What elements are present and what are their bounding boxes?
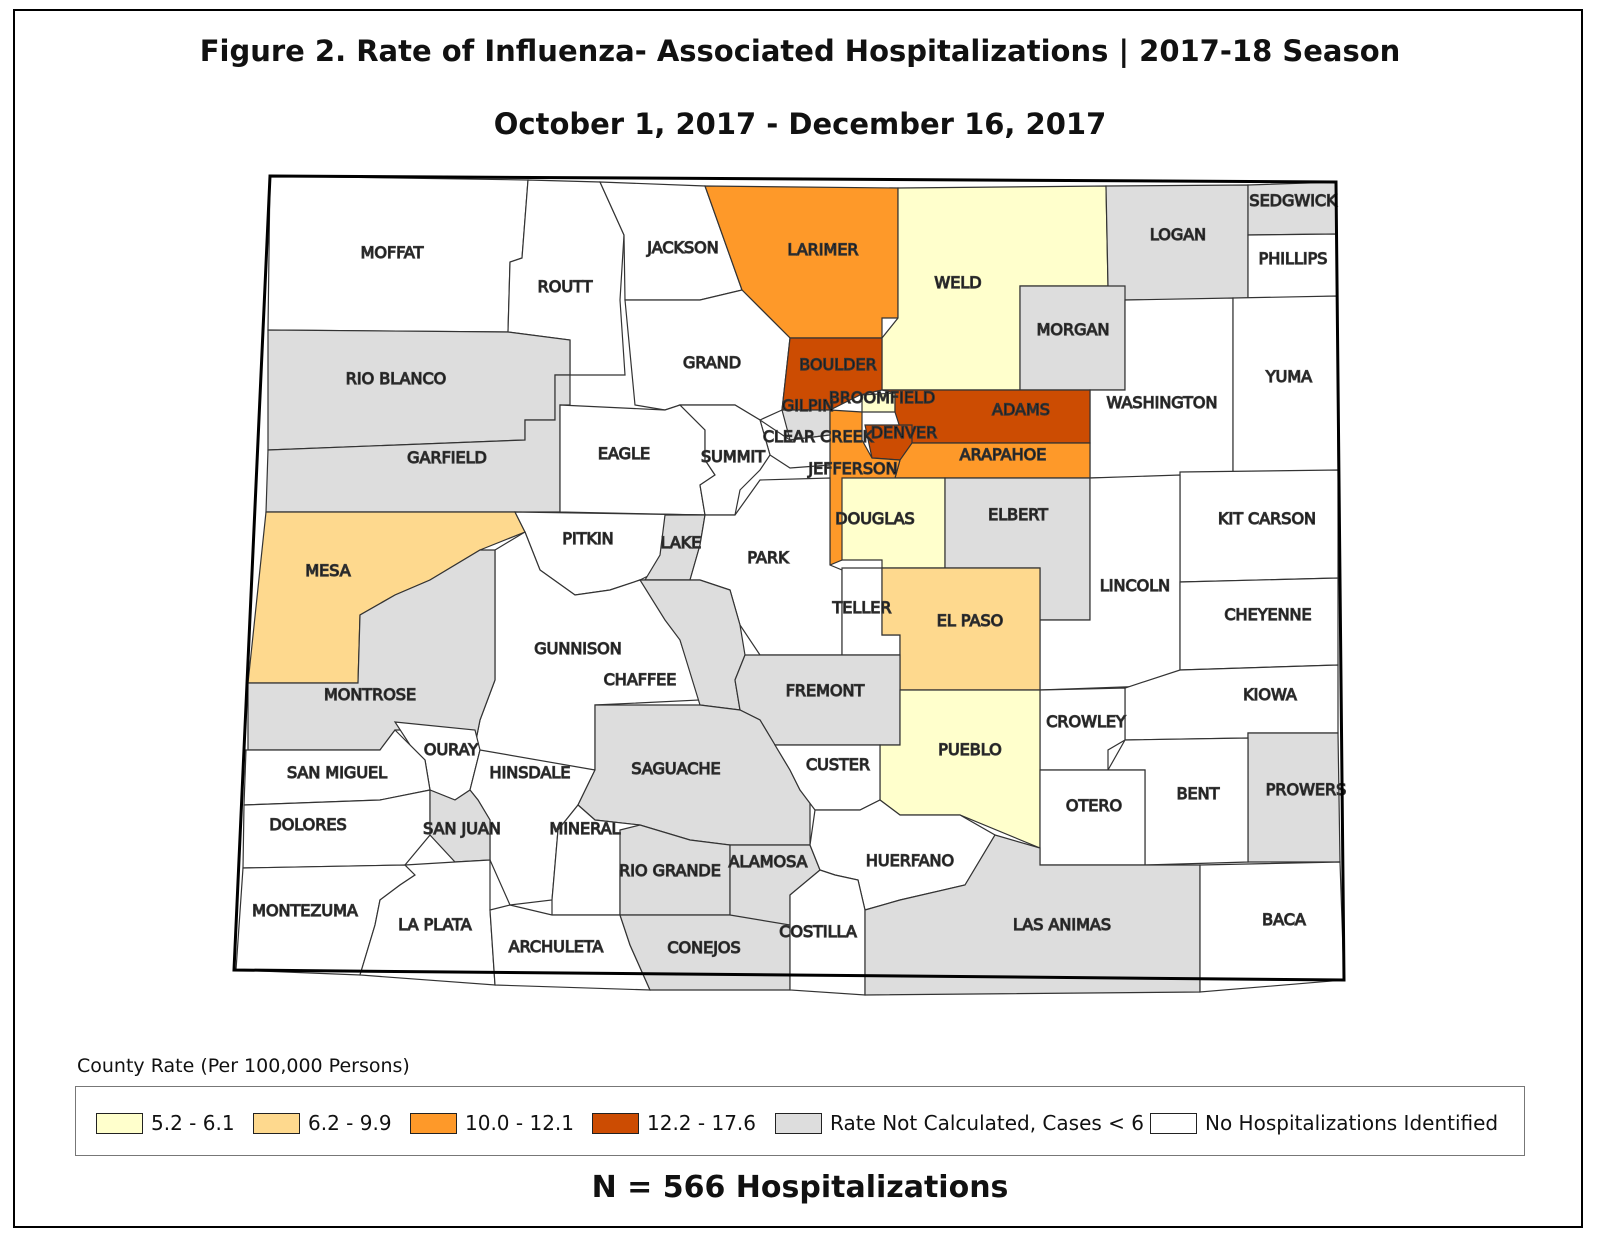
county-label-logan: LOGAN [1150, 225, 1206, 244]
county-otero [1039, 769, 1146, 866]
county-label-custer: CUSTER [806, 755, 870, 774]
county-label-park: PARK [747, 548, 789, 567]
county-label-hinsdale: HINSDALE [490, 763, 571, 782]
county-label-moffat: MOFFAT [361, 243, 424, 262]
county-la-plata [359, 859, 496, 986]
county-las-animas [864, 834, 1201, 996]
county-label-rio-blanco: RIO BLANCO [346, 369, 446, 388]
county-label-eagle: EAGLE [598, 444, 650, 463]
county-label-grand: GRAND [683, 353, 741, 372]
county-san-juan [429, 789, 491, 863]
county-label-pueblo: PUEBLO [938, 740, 1001, 759]
county-label-montezuma: MONTEZUMA [252, 901, 358, 920]
legend-label: Rate Not Calculated, Cases < 6 [830, 1111, 1144, 1135]
county-label-boulder: BOULDER [799, 355, 876, 374]
county-label-conejos: CONEJOS [667, 938, 740, 957]
county-label-teller: TELLER [832, 598, 892, 617]
county-label-clear-creek: CLEAR CREEK [763, 427, 874, 446]
county-label-baca: BACA [1262, 910, 1306, 929]
county-shape-las-animas [864, 834, 1201, 996]
county-label-rio-grande: RIO GRANDE [619, 861, 721, 880]
county-shape-la-plata [359, 859, 496, 986]
county-label-sedgwick: SEDGWICK [1249, 191, 1337, 210]
legend-item-6-2-9-9: 6.2 - 9.9 [253, 1110, 392, 1136]
county-label-san-juan: SAN JUAN [423, 819, 501, 838]
county-label-otero: OTERO [1066, 796, 1122, 815]
figure-subtitle: October 1, 2017 - December 16, 2017 [493, 107, 1107, 141]
county-label-pitkin: PITKIN [562, 529, 613, 548]
figure-frame [13, 9, 1583, 1228]
county-label-saguache: SAGUACHE [631, 759, 720, 778]
legend-swatch [253, 1112, 300, 1134]
county-label-mesa: MESA [305, 561, 350, 580]
county-label-phillips: PHILLIPS [1259, 249, 1328, 268]
county-label-kiowa: KIOWA [1243, 685, 1297, 704]
legend-item-rate-not-calculated: Rate Not Calculated, Cases < 6 [775, 1110, 1144, 1136]
county-shape-otero [1039, 769, 1146, 866]
county-label-routt: ROUTT [538, 277, 593, 296]
county-label-jackson: JACKSON [646, 238, 718, 257]
county-label-el-paso: EL PASO [937, 611, 1003, 630]
legend-label: No Hospitalizations Identified [1205, 1111, 1499, 1135]
county-cheyenne [1179, 577, 1339, 671]
county-shape-san-juan [429, 789, 491, 863]
county-label-larimer: LARIMER [787, 240, 858, 259]
legend-swatch [592, 1112, 639, 1134]
legend-label: 12.2 - 17.6 [647, 1111, 756, 1135]
county-label-weld: WELD [934, 273, 981, 292]
county-label-las-animas: LAS ANIMAS [1013, 915, 1111, 934]
legend-label: 5.2 - 6.1 [151, 1111, 235, 1135]
county-label-dolores: DOLORES [269, 815, 346, 834]
legend-item-no-hospitalizations: No Hospitalizations Identified [1150, 1110, 1498, 1136]
county-label-lincoln: LINCOLN [1100, 576, 1170, 595]
legend-swatch [410, 1112, 457, 1134]
county-label-elbert: ELBERT [988, 505, 1048, 524]
county-label-arapahoe: ARAPAHOE [960, 445, 1047, 464]
county-label-adams: ADAMS [992, 400, 1050, 419]
total-hospitalizations: N = 566 Hospitalizations [591, 1170, 1009, 1205]
county-label-alamosa: ALAMOSA [729, 852, 808, 871]
county-label-crowley: CROWLEY [1046, 712, 1126, 731]
county-label-huerfano: HUERFANO [866, 851, 954, 870]
county-label-bent: BENT [1177, 784, 1220, 803]
county-label-gunnison: GUNNISON [534, 639, 621, 658]
legend-label: 6.2 - 9.9 [308, 1111, 392, 1135]
county-label-lake: LAKE [661, 533, 702, 552]
county-label-cheyenne: CHEYENNE [1224, 605, 1311, 624]
county-label-summit: SUMMIT [701, 447, 765, 466]
legend-swatch [1150, 1112, 1197, 1134]
county-label-kit-carson: KIT CARSON [1218, 509, 1316, 528]
county-label-chaffee: CHAFFEE [604, 670, 677, 689]
legend-box [75, 1086, 1525, 1156]
legend-item-10-0-12-1: 10.0 - 12.1 [410, 1110, 574, 1136]
county-label-fremont: FREMONT [786, 681, 865, 700]
legend-label: 10.0 - 12.1 [465, 1111, 574, 1135]
county-label-montrose: MONTROSE [324, 685, 416, 704]
county-label-la-plata: LA PLATA [398, 915, 471, 934]
county-label-garfield: GARFIELD [407, 448, 487, 467]
county-shape-cheyenne [1179, 577, 1339, 671]
county-label-jefferson: JEFFERSON [807, 459, 897, 478]
county-label-mineral: MINERAL [550, 819, 621, 838]
colorado-county-map: MOFFAT ROUTT JACKSON LARIMER WELD LOGAN SEDGWI… [232, 174, 1347, 996]
legend-swatch [96, 1112, 143, 1134]
legend-swatch [775, 1112, 822, 1134]
county-label-broomfield: BROOMFIELD [829, 388, 935, 407]
county-label-denver: DENVER [871, 423, 938, 442]
legend-item-12-2-17-6: 12.2 - 17.6 [592, 1110, 756, 1136]
county-label-prowers: PROWERS [1266, 780, 1347, 799]
legend-item-5-2-6-1: 5.2 - 6.1 [96, 1110, 235, 1136]
figure-title: Figure 2. Rate of Influenza- Associated … [199, 34, 1401, 68]
county-label-archuleta: ARCHULETA [509, 937, 604, 956]
legend-title: County Rate (Per 100,000 Persons) [77, 1055, 410, 1077]
county-label-yuma: YUMA [1265, 367, 1312, 386]
county-label-san-miguel: SAN MIGUEL [287, 763, 387, 782]
county-label-costilla: COSTILLA [779, 922, 857, 941]
county-label-washington: WASHINGTON [1107, 393, 1218, 412]
county-label-gilpin: GILPIN [782, 396, 834, 415]
county-label-morgan: MORGAN [1037, 320, 1110, 339]
state-outline [232, 174, 1346, 982]
county-label-ouray: OURAY [424, 740, 478, 759]
county-label-douglas: DOUGLAS [835, 509, 914, 528]
